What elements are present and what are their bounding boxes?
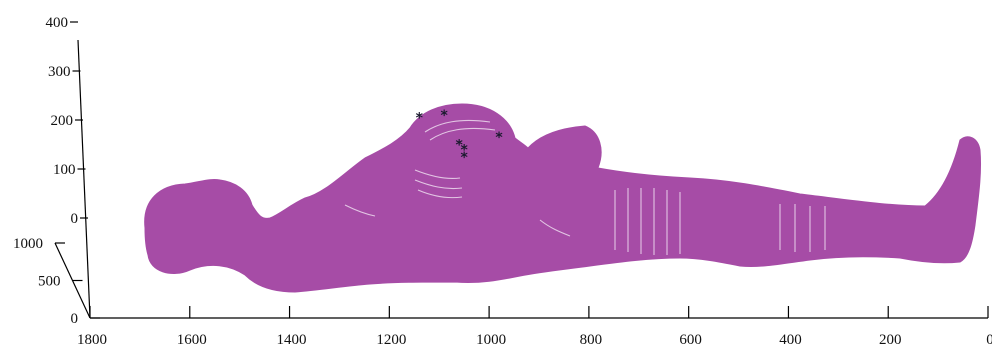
landmark-star-marker: * [456,138,464,154]
y-tick-label: 500 [38,274,61,290]
x-tick-label: 400 [779,332,802,348]
rib-stripe-3 [417,189,463,199]
x-tick-label: 200 [879,332,902,348]
landmark-star-marker: * [461,150,469,166]
body-head [144,103,982,293]
x-tick-label: 0 [986,332,992,348]
z-axis-line [77,39,91,319]
marker-layer: * ***** [416,108,504,166]
rib-stripe-5 [429,127,496,141]
knee-stripe-2 [344,204,376,217]
x-tick-label: 1000 [476,332,506,348]
x-tick-label: 1400 [277,332,307,348]
y-tick-label: 0 [71,311,79,327]
landmark-star-marker: * [495,130,503,146]
point-cloud-body [144,103,982,293]
landmark-star-marker: * [441,108,449,124]
x-tick-label: 1200 [376,332,406,348]
rib-stripe-1 [414,169,461,180]
tick-layer: 1800 1600 1400 1200 1000 800 600 400 200 00500100… [13,15,992,348]
x-tick-label: 800 [580,332,603,348]
z-tick-label: 200 [51,113,74,129]
y-tick-label: 1000 [13,236,43,252]
x-tick-label: 1800 [77,332,107,348]
z-tick-label: 400 [46,15,69,31]
z-tick-label: 100 [53,162,76,178]
landmark-star-marker: * [461,142,469,158]
x-tick-label: 600 [679,332,702,348]
rib-stripe-4 [424,119,491,133]
z-tick-label: 0 [71,211,79,227]
rib-stripe-2 [414,179,463,190]
knee-stripe-1 [539,219,571,237]
z-tick-label: 300 [48,64,71,80]
x-tick-label: 1600 [177,332,207,348]
point-cloud-texture [344,119,826,255]
landmark-star-marker: * [416,111,424,127]
